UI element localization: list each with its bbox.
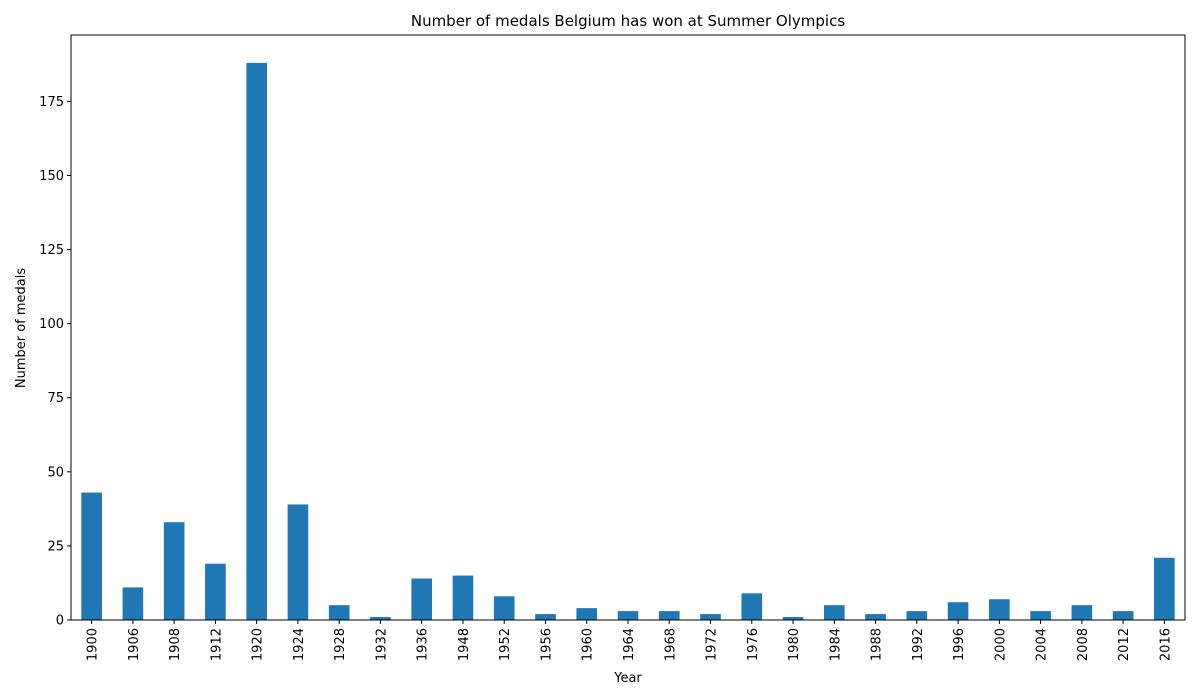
bar-1924 bbox=[287, 504, 309, 620]
x-tick-label: 1912 bbox=[209, 628, 224, 661]
x-tick-label: 1928 bbox=[333, 628, 348, 661]
bar-1976 bbox=[741, 593, 763, 620]
y-tick-label: 100 bbox=[39, 317, 64, 332]
x-tick-label: 2000 bbox=[993, 628, 1008, 661]
x-tick-label: 1948 bbox=[457, 628, 472, 661]
x-axis-label: Year bbox=[613, 671, 642, 686]
x-tick-label: 2004 bbox=[1035, 628, 1050, 661]
x-tick-label: 1960 bbox=[581, 628, 596, 661]
x-tick-label: 1924 bbox=[292, 628, 307, 661]
x-tick-label: 1920 bbox=[251, 628, 266, 661]
bar-2012 bbox=[1112, 611, 1134, 620]
bar-1996 bbox=[947, 602, 969, 620]
bar-1908 bbox=[163, 522, 185, 620]
bar-1968 bbox=[658, 611, 680, 620]
x-tick-label: 1936 bbox=[416, 628, 431, 661]
x-tick-label: 2016 bbox=[1158, 628, 1173, 661]
chart-title: Number of medals Belgium has won at Summ… bbox=[411, 12, 845, 30]
x-tick-label: 1976 bbox=[746, 628, 761, 661]
bar-1906 bbox=[122, 587, 144, 620]
y-tick-label: 125 bbox=[39, 243, 64, 258]
bar-1900 bbox=[81, 492, 102, 620]
bar-1992 bbox=[906, 611, 928, 620]
bar-1980 bbox=[782, 617, 804, 620]
x-tick-label: 1956 bbox=[539, 628, 554, 661]
bars-group bbox=[81, 62, 1175, 621]
x-tick-label: 1932 bbox=[374, 628, 389, 661]
x-tick-label: 2012 bbox=[1117, 628, 1132, 661]
x-tick-label: 1980 bbox=[787, 628, 802, 661]
x-tick-label: 1972 bbox=[705, 628, 720, 661]
bar-1920 bbox=[246, 62, 267, 621]
y-tick-label: 75 bbox=[47, 391, 64, 406]
bar-1960 bbox=[576, 608, 598, 620]
bar-1972 bbox=[700, 614, 721, 620]
x-tick-label: 1952 bbox=[498, 628, 513, 661]
y-axis-label: Number of medals bbox=[14, 268, 29, 389]
y-tick-label: 25 bbox=[47, 539, 64, 554]
bar-1964 bbox=[617, 611, 639, 620]
bar-1928 bbox=[328, 605, 350, 620]
x-tick-label: 1964 bbox=[622, 628, 637, 661]
x-tick-label: 1988 bbox=[870, 628, 885, 661]
x-tick-label: 1968 bbox=[663, 628, 678, 661]
bar-1932 bbox=[370, 617, 391, 620]
bar-2000 bbox=[989, 599, 1010, 620]
x-tick-label: 2008 bbox=[1076, 628, 1091, 661]
bar-2008 bbox=[1071, 605, 1093, 620]
x-axis-ticks: 1900 1906 1908 1912 1920 1924 1928 1932 1936 1948… bbox=[86, 620, 1173, 661]
bar-1952 bbox=[493, 596, 515, 620]
y-tick-label: 150 bbox=[39, 169, 64, 184]
x-tick-label: 1992 bbox=[911, 628, 926, 661]
bar-1948 bbox=[452, 575, 474, 620]
y-tick-label: 50 bbox=[47, 465, 64, 480]
bar-1988 bbox=[865, 614, 886, 620]
bar-1936 bbox=[411, 578, 433, 620]
bar-2016 bbox=[1154, 557, 1175, 620]
bar-1956 bbox=[535, 614, 556, 620]
bar-2004 bbox=[1030, 611, 1051, 620]
y-axis-ticks: 0 25 50 75 100 125 150 175 bbox=[39, 95, 71, 629]
plot-frame bbox=[70, 34, 1186, 621]
x-tick-label: 1984 bbox=[828, 628, 843, 661]
x-tick-label: 1996 bbox=[952, 628, 967, 661]
bar-1984 bbox=[823, 605, 845, 620]
x-tick-label: 1906 bbox=[127, 628, 142, 661]
y-tick-label: 175 bbox=[39, 95, 64, 110]
bar-1912 bbox=[205, 563, 226, 620]
x-tick-label: 1908 bbox=[168, 628, 183, 661]
x-tick-label: 1900 bbox=[86, 628, 101, 661]
y-tick-label: 0 bbox=[56, 614, 64, 629]
